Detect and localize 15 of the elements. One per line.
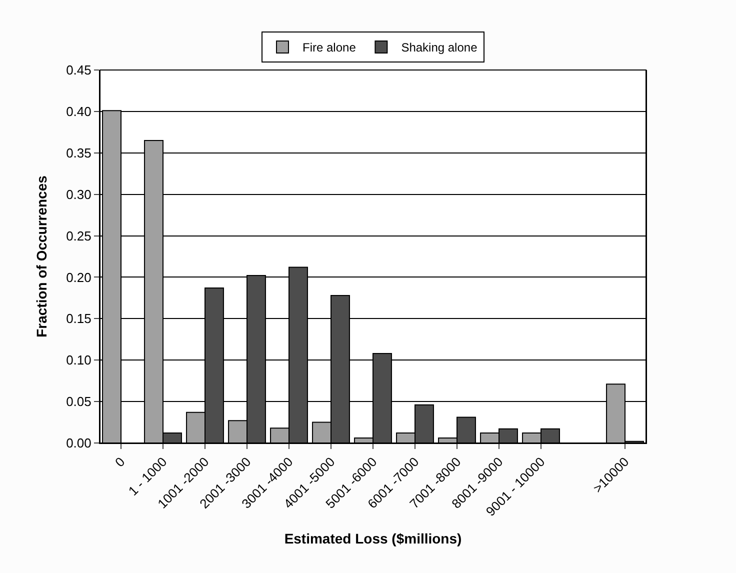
legend-label: Fire alone <box>302 40 356 55</box>
x-tick-label: 0 <box>112 454 128 470</box>
y-axis-title: Fraction of Occurrences <box>34 175 50 338</box>
y-tick-label: 0.15 <box>66 311 92 326</box>
y-tick-label: 0.45 <box>66 62 92 78</box>
y-tick-label: 0.35 <box>66 145 92 160</box>
y-tick-label: 0.25 <box>66 228 92 244</box>
legend-label: Shaking alone <box>401 40 478 55</box>
y-tick-label: 0.05 <box>66 394 92 410</box>
y-tick-label: 0.00 <box>66 436 92 451</box>
y-tick-label: 0.10 <box>66 352 92 368</box>
y-tick-label: 0.20 <box>66 270 92 285</box>
y-tick-label: 0.40 <box>66 104 92 119</box>
y-tick-label: 0.30 <box>66 186 92 202</box>
x-axis-title: Estimated Loss ($millions) <box>284 530 462 546</box>
